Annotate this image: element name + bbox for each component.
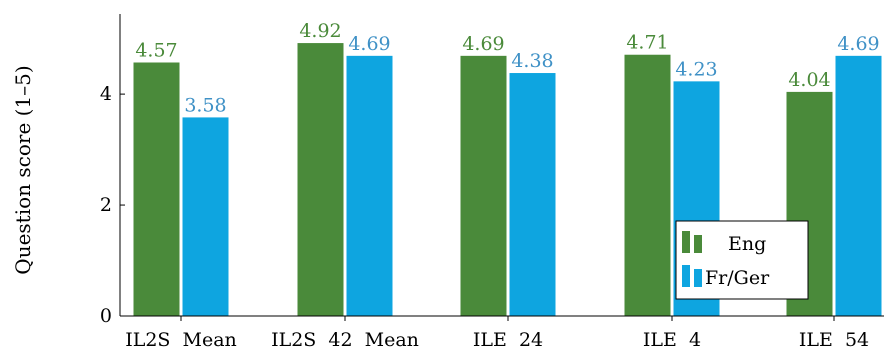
- value-labels-layer: 4.57 3.58 4.92 4.69 4.69 4.38 4.71 4.23 4.04 4.69: [135, 20, 879, 116]
- legend-swatch: [682, 265, 690, 287]
- bar-fr-ger: [835, 55, 882, 316]
- y-axis-label: Question score (1–5): [11, 65, 35, 274]
- data-label: 4.69: [348, 33, 390, 55]
- legend-label: Fr/Ger: [705, 267, 770, 289]
- bar-fr-ger: [509, 73, 556, 316]
- legend-swatch: [694, 269, 702, 287]
- bar-eng: [460, 55, 507, 316]
- data-label: 4.04: [788, 69, 830, 91]
- legend-swatch: [682, 231, 690, 253]
- data-label: 4.57: [135, 39, 177, 61]
- y-tick-label: 2: [100, 194, 112, 216]
- x-tick-label: ILE 24: [473, 329, 543, 351]
- legend: Eng Fr/Ger: [675, 220, 809, 300]
- y-tick-label: 0: [100, 305, 112, 327]
- data-label: 4.71: [626, 32, 668, 54]
- data-label: 4.69: [462, 33, 504, 55]
- bar-fr-ger: [346, 55, 393, 316]
- data-label: 4.69: [837, 33, 879, 55]
- x-tick-label: IL2S 42 Mean: [271, 329, 419, 351]
- data-label: 4.92: [299, 20, 341, 42]
- x-ticks-layer: IL2S Mean IL2S 42 Mean ILE 24 ILE 4 ILE 54: [125, 316, 869, 351]
- x-tick-label: ILE 54: [799, 329, 869, 351]
- legend-label: Eng: [728, 233, 766, 255]
- x-tick-label: IL2S Mean: [125, 329, 237, 351]
- data-label: 3.58: [184, 94, 226, 116]
- bar-eng: [133, 62, 180, 316]
- y-ticks-layer: 0 2 4: [100, 83, 125, 327]
- legend-swatch: [694, 235, 702, 253]
- bar-fr-ger: [182, 117, 229, 317]
- x-tick-label: ILE 4: [643, 329, 701, 351]
- y-tick-label: 4: [100, 83, 112, 105]
- data-label: 4.23: [675, 58, 717, 80]
- data-label: 4.38: [511, 50, 553, 72]
- bar-eng: [297, 43, 344, 316]
- bar-eng: [624, 54, 671, 316]
